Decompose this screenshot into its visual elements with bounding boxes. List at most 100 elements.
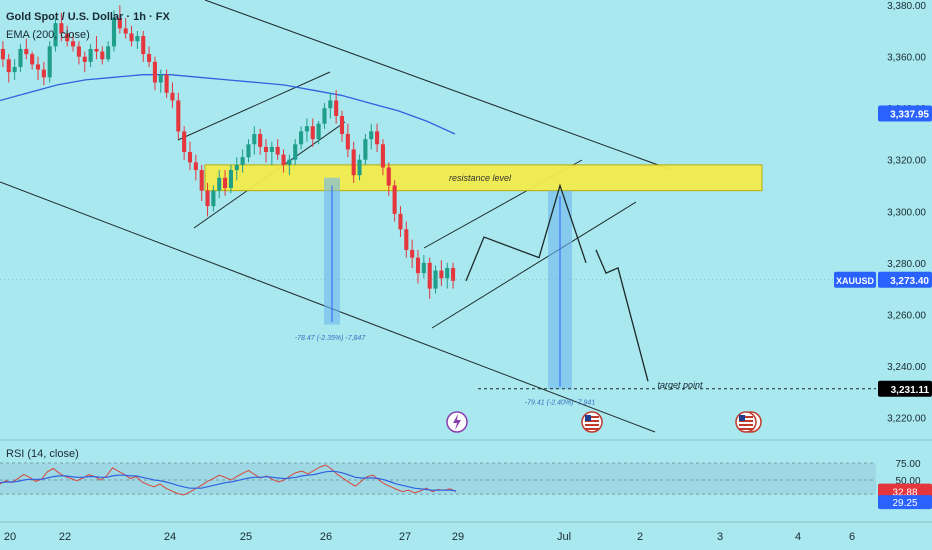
candle-body xyxy=(123,28,128,34)
candle-body xyxy=(164,74,169,93)
symbol-title[interactable]: Gold Spot / U.S. Dollar · 1h · FX xyxy=(6,11,170,23)
price-tag-bg xyxy=(878,105,932,122)
projection-path-2 xyxy=(595,249,649,382)
measure-label-2: -79.41 (-2.40%) -7,941 xyxy=(525,400,596,407)
chart-legend: Gold Spot / U.S. Dollar · 1h · FX EMA (2… xyxy=(6,8,170,44)
us-flag-stripe xyxy=(585,424,599,426)
candle-body xyxy=(228,170,233,189)
time-tick-label: 4 xyxy=(795,531,801,543)
ema-indicator-label[interactable]: EMA (200, close) xyxy=(6,29,90,41)
price-tick-label: 3,320.00 xyxy=(887,156,926,167)
rsi-line xyxy=(0,464,457,496)
candle-body xyxy=(88,48,93,62)
candle-body xyxy=(339,115,345,134)
candle-body xyxy=(111,18,117,47)
candle-body xyxy=(76,46,81,57)
candle-body xyxy=(211,190,216,207)
time-tick-label: 20 xyxy=(4,531,16,543)
price-tag-value: 3,337.95 xyxy=(890,109,929,120)
candle-body xyxy=(82,56,87,62)
candle-body xyxy=(205,190,210,207)
time-tick-label: 27 xyxy=(399,531,411,543)
candle-body xyxy=(147,54,152,62)
price-tick-label: 3,240.00 xyxy=(887,362,926,373)
candle-body xyxy=(322,108,327,124)
candle-body xyxy=(310,126,315,140)
flag-upper-line xyxy=(177,71,331,141)
candle-body xyxy=(263,146,269,153)
candle-body xyxy=(427,262,432,289)
time-tick-label: 24 xyxy=(164,531,176,543)
candle-body xyxy=(141,36,146,55)
candle-body xyxy=(199,170,204,191)
candle-body xyxy=(176,100,181,132)
candle-body xyxy=(59,23,64,34)
wedge-lower-line xyxy=(431,201,637,329)
candle-body xyxy=(275,146,280,155)
candle-body xyxy=(299,131,304,145)
candle-body xyxy=(234,164,239,171)
candle-body xyxy=(246,144,251,158)
price-axis[interactable]: 3,380.003,360.003,340.003,320.003,300.00… xyxy=(834,1,932,424)
time-tick-label: 25 xyxy=(240,531,252,543)
price-tag: 3,273.40 XAUUSD xyxy=(834,271,932,288)
candle-body xyxy=(217,177,222,191)
lightning-icon xyxy=(453,414,461,430)
price-tick-label: 3,360.00 xyxy=(887,53,926,64)
candle-body xyxy=(158,74,163,83)
candle-body xyxy=(71,41,76,47)
candle-body xyxy=(258,133,263,147)
event-icon-lightning xyxy=(446,411,468,433)
candle-body xyxy=(293,144,298,160)
rsi-low-tag xyxy=(878,495,932,510)
resistance-label: resistance level xyxy=(449,173,512,183)
time-tick-label: 26 xyxy=(320,531,332,543)
time-tick-label: 3 xyxy=(717,531,723,543)
candle-body xyxy=(380,144,385,168)
price-tag-value: 3,273.40 xyxy=(890,276,929,287)
price-tick-label: 3,220.00 xyxy=(887,413,926,424)
candle-body xyxy=(35,64,41,70)
candle-body xyxy=(439,270,444,279)
resistance-zone xyxy=(204,164,763,192)
us-flag-stripe xyxy=(739,424,753,426)
us-flag-stripe xyxy=(585,420,599,422)
candle-body xyxy=(106,46,111,60)
price-tag-bg xyxy=(878,380,932,397)
time-axis[interactable]: 20 22 24 25 26 27 29 Jul 2 3 4 6 xyxy=(0,521,932,543)
candle-body xyxy=(100,51,105,60)
candle-body xyxy=(223,177,228,189)
price-tick-label: 3,260.00 xyxy=(887,310,926,321)
rsi-indicator-label[interactable]: RSI (14, close) xyxy=(6,448,79,460)
candle-body xyxy=(421,262,426,274)
candle-body xyxy=(152,61,157,83)
candle-body xyxy=(404,229,409,250)
price-tick-label: 3,300.00 xyxy=(887,207,926,218)
candle-body xyxy=(398,213,403,230)
rsi-signal-line xyxy=(0,470,457,492)
candle-body xyxy=(117,18,122,29)
candle-body xyxy=(269,146,274,153)
time-tick-label: 6 xyxy=(849,531,855,543)
candle-body xyxy=(182,131,187,153)
candle-body xyxy=(410,249,415,258)
candle-body xyxy=(53,23,58,47)
rsi-level-label: 50.00 xyxy=(895,476,920,487)
candle-body xyxy=(328,100,333,109)
candle-body xyxy=(47,46,52,78)
price-tag-symbol-bg xyxy=(834,271,876,288)
candle-body xyxy=(129,33,134,42)
rsi-low-value: 29.25 xyxy=(892,498,917,509)
candle-body xyxy=(24,48,29,55)
event-icon-us-flag xyxy=(735,411,762,433)
candle-body xyxy=(94,48,99,52)
us-flag-stripe xyxy=(739,420,753,422)
candle-body xyxy=(65,33,70,42)
candle-body xyxy=(135,36,140,42)
us-flag-stripe xyxy=(739,416,753,418)
candle-body xyxy=(281,154,286,165)
main-panel: resistance level -78.47 (-2.35%) -7,847 -7… xyxy=(0,0,876,433)
time-tick-label: 29 xyxy=(452,531,464,543)
